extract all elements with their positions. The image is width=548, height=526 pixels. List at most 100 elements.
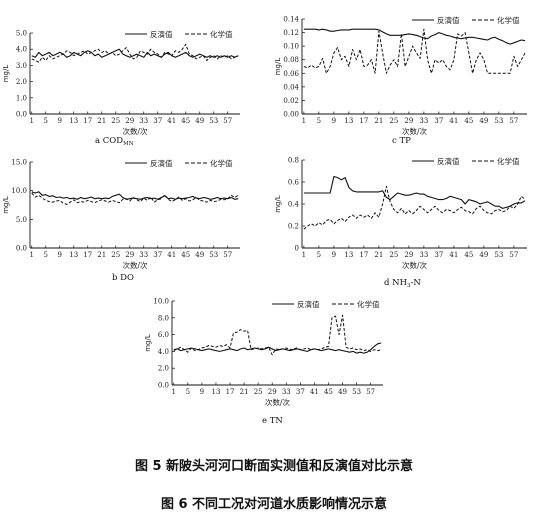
x-tick-label: 57 [509,251,518,259]
y-tick-label: 2.0 [16,78,27,86]
x-tick-label: 49 [195,251,204,259]
legend-inverse-label: 反演值 [150,158,173,168]
x-tick-label: 13 [344,117,353,125]
panel-label: c TP [392,136,411,146]
x-tick-label: 9 [58,251,62,259]
legend: 反演值 化学值 [125,158,233,168]
x-tick-label: 49 [479,117,488,125]
legend-chemical-label: 化学值 [357,299,380,309]
panel-parameter: NH [392,278,407,288]
y-tick-label: 0.06 [283,70,299,78]
legend: 反演值 化学值 [125,29,233,39]
legend-chemical-label: 化学值 [210,29,233,39]
y-tick-label: 15.0 [11,159,27,167]
series-line-inverse [303,28,526,45]
chart-tn: 0.0 2.0 4.0 6.0 8.0 10.0 1 5 9 13 17 21 25 29 33 37 41 45… [144,298,383,426]
x-tick-label: 17 [83,251,92,259]
x-tick-label: 1 [172,388,176,396]
y-tick-label: 0.04 [283,83,299,91]
x-tick-label: 21 [97,117,106,125]
legend: 反演值 化学值 [412,15,520,25]
series-line-chemical [31,192,239,205]
x-tick-label: 17 [359,251,368,259]
x-tick-label: 17 [83,117,92,125]
legend-chemical-label: 化学值 [497,156,520,166]
x-axis-label: 次数/次 [122,260,148,270]
y-tick-label: 0.08 [283,56,299,64]
legend-inverse-label: 反演值 [437,156,460,166]
y-tick-label: 0.2 [288,223,299,231]
chart-do: 0.0 5.0 10.0 15.0 1 5 9 13 17 21 25 29 33 37 41 45 49 53 5… [2,158,240,283]
x-tick-label: 21 [97,251,106,259]
series-line-inverse [31,48,239,58]
legend: 反演值 化学值 [272,299,380,309]
y-tick-label: 10.0 [11,187,27,195]
series-line-inverse [303,175,526,209]
x-tick-label: 21 [374,251,383,259]
x-tick-label: 25 [111,251,120,259]
x-tick-label: 5 [44,117,48,125]
legend-inverse-label: 反演值 [437,15,460,25]
y-tick-label: 0 [295,245,299,253]
x-tick-label: 1 [30,251,34,259]
chart-nh3n: 0 0.2 0.4 0.6 0.8 1 5 9 13 17 21 25 29 33 37 41 45 49 53 57… [274,156,527,289]
x-axis-label: 次数/次 [402,126,428,136]
x-tick-label: 41 [167,251,176,259]
series-line-chemical [173,314,382,356]
panel-parameter: DO [120,273,134,283]
x-tick-label: 17 [359,117,368,125]
x-tick-label: 1 [302,251,306,259]
x-tick-label: 25 [254,388,263,396]
x-tick-label: 21 [374,117,383,125]
figure-6-caption: 图 6 不同工况对河道水质影响情况示意 [160,497,388,512]
x-tick-label: 37 [153,117,162,125]
x-tick-label: 57 [223,117,232,125]
y-tick-label: 0.02 [283,97,299,105]
y-tick-label: 0.0 [158,382,169,390]
panel-label: d NH3-N [384,278,421,289]
y-tick-label: 4.0 [16,46,27,54]
legend: 反演值 化学值 [412,156,520,166]
x-tick-label: 33 [139,117,148,125]
x-tick-label: 41 [449,117,458,125]
chart-tp: 0.00 0.02 0.04 0.06 0.08 0.10 0.12 0.14 1 5 9 13 17 2… [274,15,527,146]
series-line-chemical [31,43,239,63]
y-axis-label: mg/L [144,334,152,352]
x-tick-label: 13 [69,251,78,259]
figure-5-caption: 图 5 新陂头河河口断面实测值和反演值对比示意 [134,459,414,474]
x-tick-label: 37 [153,251,162,259]
y-tick-label: 8.0 [158,314,169,322]
y-axis-label: mg/L [2,65,10,83]
x-tick-label: 33 [419,251,428,259]
x-tick-label: 13 [344,251,353,259]
panel-parameter: TP [399,136,411,146]
y-tick-label: 6.0 [158,331,169,339]
x-tick-label: 5 [317,117,321,125]
x-tick-label: 41 [167,117,176,125]
x-tick-label: 49 [338,388,347,396]
panel-letter: e [262,416,270,426]
x-tick-label: 9 [58,117,62,125]
y-tick-label: 0.8 [288,157,299,165]
y-tick-label: 5.0 [16,216,27,224]
panel-letter: b [112,273,120,283]
x-tick-label: 13 [69,117,78,125]
y-tick-label: 4.0 [158,348,169,356]
x-axis-label: 次数/次 [402,260,428,270]
x-tick-label: 33 [282,388,291,396]
x-tick-label: 9 [332,117,336,125]
x-tick-label: 37 [434,251,443,259]
series-line-chemical [303,28,526,74]
x-tick-label: 33 [419,117,428,125]
panel-parameter-suffix: -N [411,278,422,288]
y-tick-label: 0.10 [283,43,299,51]
series-line-chemical [303,185,526,230]
x-tick-label: 57 [366,388,375,396]
x-tick-label: 25 [389,117,398,125]
panel-letter: d [384,278,392,288]
x-axis-label: 次数/次 [265,397,291,407]
x-tick-label: 45 [464,251,473,259]
panel-label: a CODMN [95,136,134,147]
x-tick-label: 25 [111,117,120,125]
